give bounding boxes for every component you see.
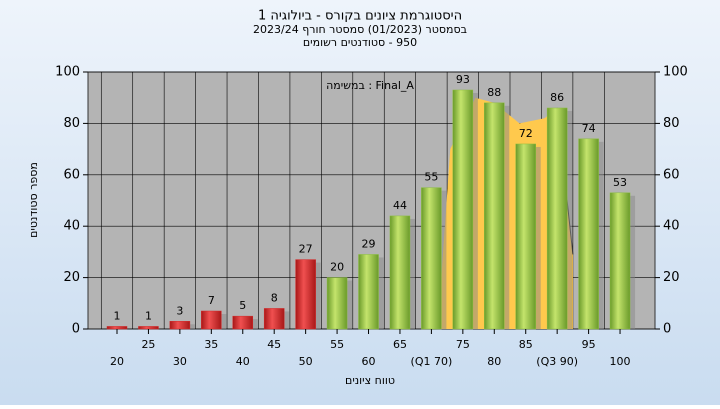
value-label: 88 [487, 86, 501, 99]
value-label: 74 [582, 122, 596, 135]
x-tick-label: 100 [610, 355, 631, 368]
bar [578, 138, 599, 330]
y-tick-label: 20 [63, 270, 80, 285]
y2-tick-label: 0 [663, 322, 671, 337]
value-label: 5 [239, 299, 246, 312]
x-tick-label: 35 [204, 338, 218, 351]
bar [484, 102, 505, 330]
bar [232, 315, 254, 330]
bar [106, 326, 128, 330]
y2-tick-label: 80 [663, 116, 680, 131]
x-tick-label: 80 [487, 355, 501, 368]
value-label: 7 [208, 294, 215, 307]
bar [263, 308, 285, 330]
x-tick-label: 40 [236, 355, 250, 368]
value-label: 53 [613, 176, 627, 189]
x-tick-label: 50 [299, 355, 313, 368]
y2-tick-label: 60 [663, 167, 680, 182]
bar [295, 259, 316, 330]
y-tick-label: 40 [63, 219, 80, 234]
y-axis-label: מספר סטודנטים [27, 162, 40, 238]
bar [326, 277, 348, 330]
x-tick-label: 20 [110, 355, 124, 368]
value-label: 86 [550, 91, 564, 104]
chart-title: היסטוגרמת ציונים בקורס - ביולוגיה 1 [258, 9, 462, 24]
value-label: 27 [299, 243, 313, 256]
x-tick-label: (Q3 90) [536, 355, 578, 368]
value-label: 72 [519, 127, 533, 140]
x-axis-label: טווח ציונים [345, 374, 395, 387]
value-label: 1 [114, 309, 121, 322]
x-tick-label: 55 [330, 338, 344, 351]
x-tick-label: 45 [267, 338, 281, 351]
x-tick-label: 60 [362, 355, 376, 368]
value-label: 29 [362, 237, 376, 250]
value-label: 3 [176, 304, 183, 317]
x-tick-label: 95 [582, 338, 596, 351]
bar [201, 310, 222, 330]
bar [452, 89, 474, 330]
x-tick-label: 25 [141, 338, 155, 351]
subtitle: בסמסטר (01/2023) סמסטר חורף 2023/24 [253, 23, 467, 36]
y-tick-label: 60 [63, 167, 80, 182]
x-tick-label: (Q1 70) [411, 355, 453, 368]
subtitle: 950 - סטודנטים רשומים [303, 36, 417, 49]
bar [609, 192, 631, 330]
annotation: Final_A : במשימה [326, 79, 414, 92]
y-tick-label: 100 [55, 65, 80, 80]
bar [358, 254, 379, 330]
x-tick-label: 85 [519, 338, 533, 351]
bar [421, 187, 442, 330]
y2-tick-label: 40 [663, 219, 680, 234]
x-tick-label: 30 [173, 355, 187, 368]
y-tick-label: 80 [63, 116, 80, 131]
value-label: 20 [330, 261, 344, 274]
y-tick-label: 0 [72, 322, 80, 337]
value-label: 8 [271, 291, 278, 304]
y2-tick-label: 20 [663, 270, 680, 285]
value-label: 1 [145, 309, 152, 322]
bar [515, 143, 536, 330]
bar [169, 321, 191, 330]
value-label: 44 [393, 199, 407, 212]
bar [389, 215, 411, 330]
value-label: 93 [456, 73, 470, 86]
y2-tick-label: 100 [663, 65, 688, 80]
bar [546, 107, 568, 330]
x-tick-label: 65 [393, 338, 407, 351]
x-tick-label: 75 [456, 338, 470, 351]
bar [138, 326, 159, 330]
value-label: 55 [424, 171, 438, 184]
